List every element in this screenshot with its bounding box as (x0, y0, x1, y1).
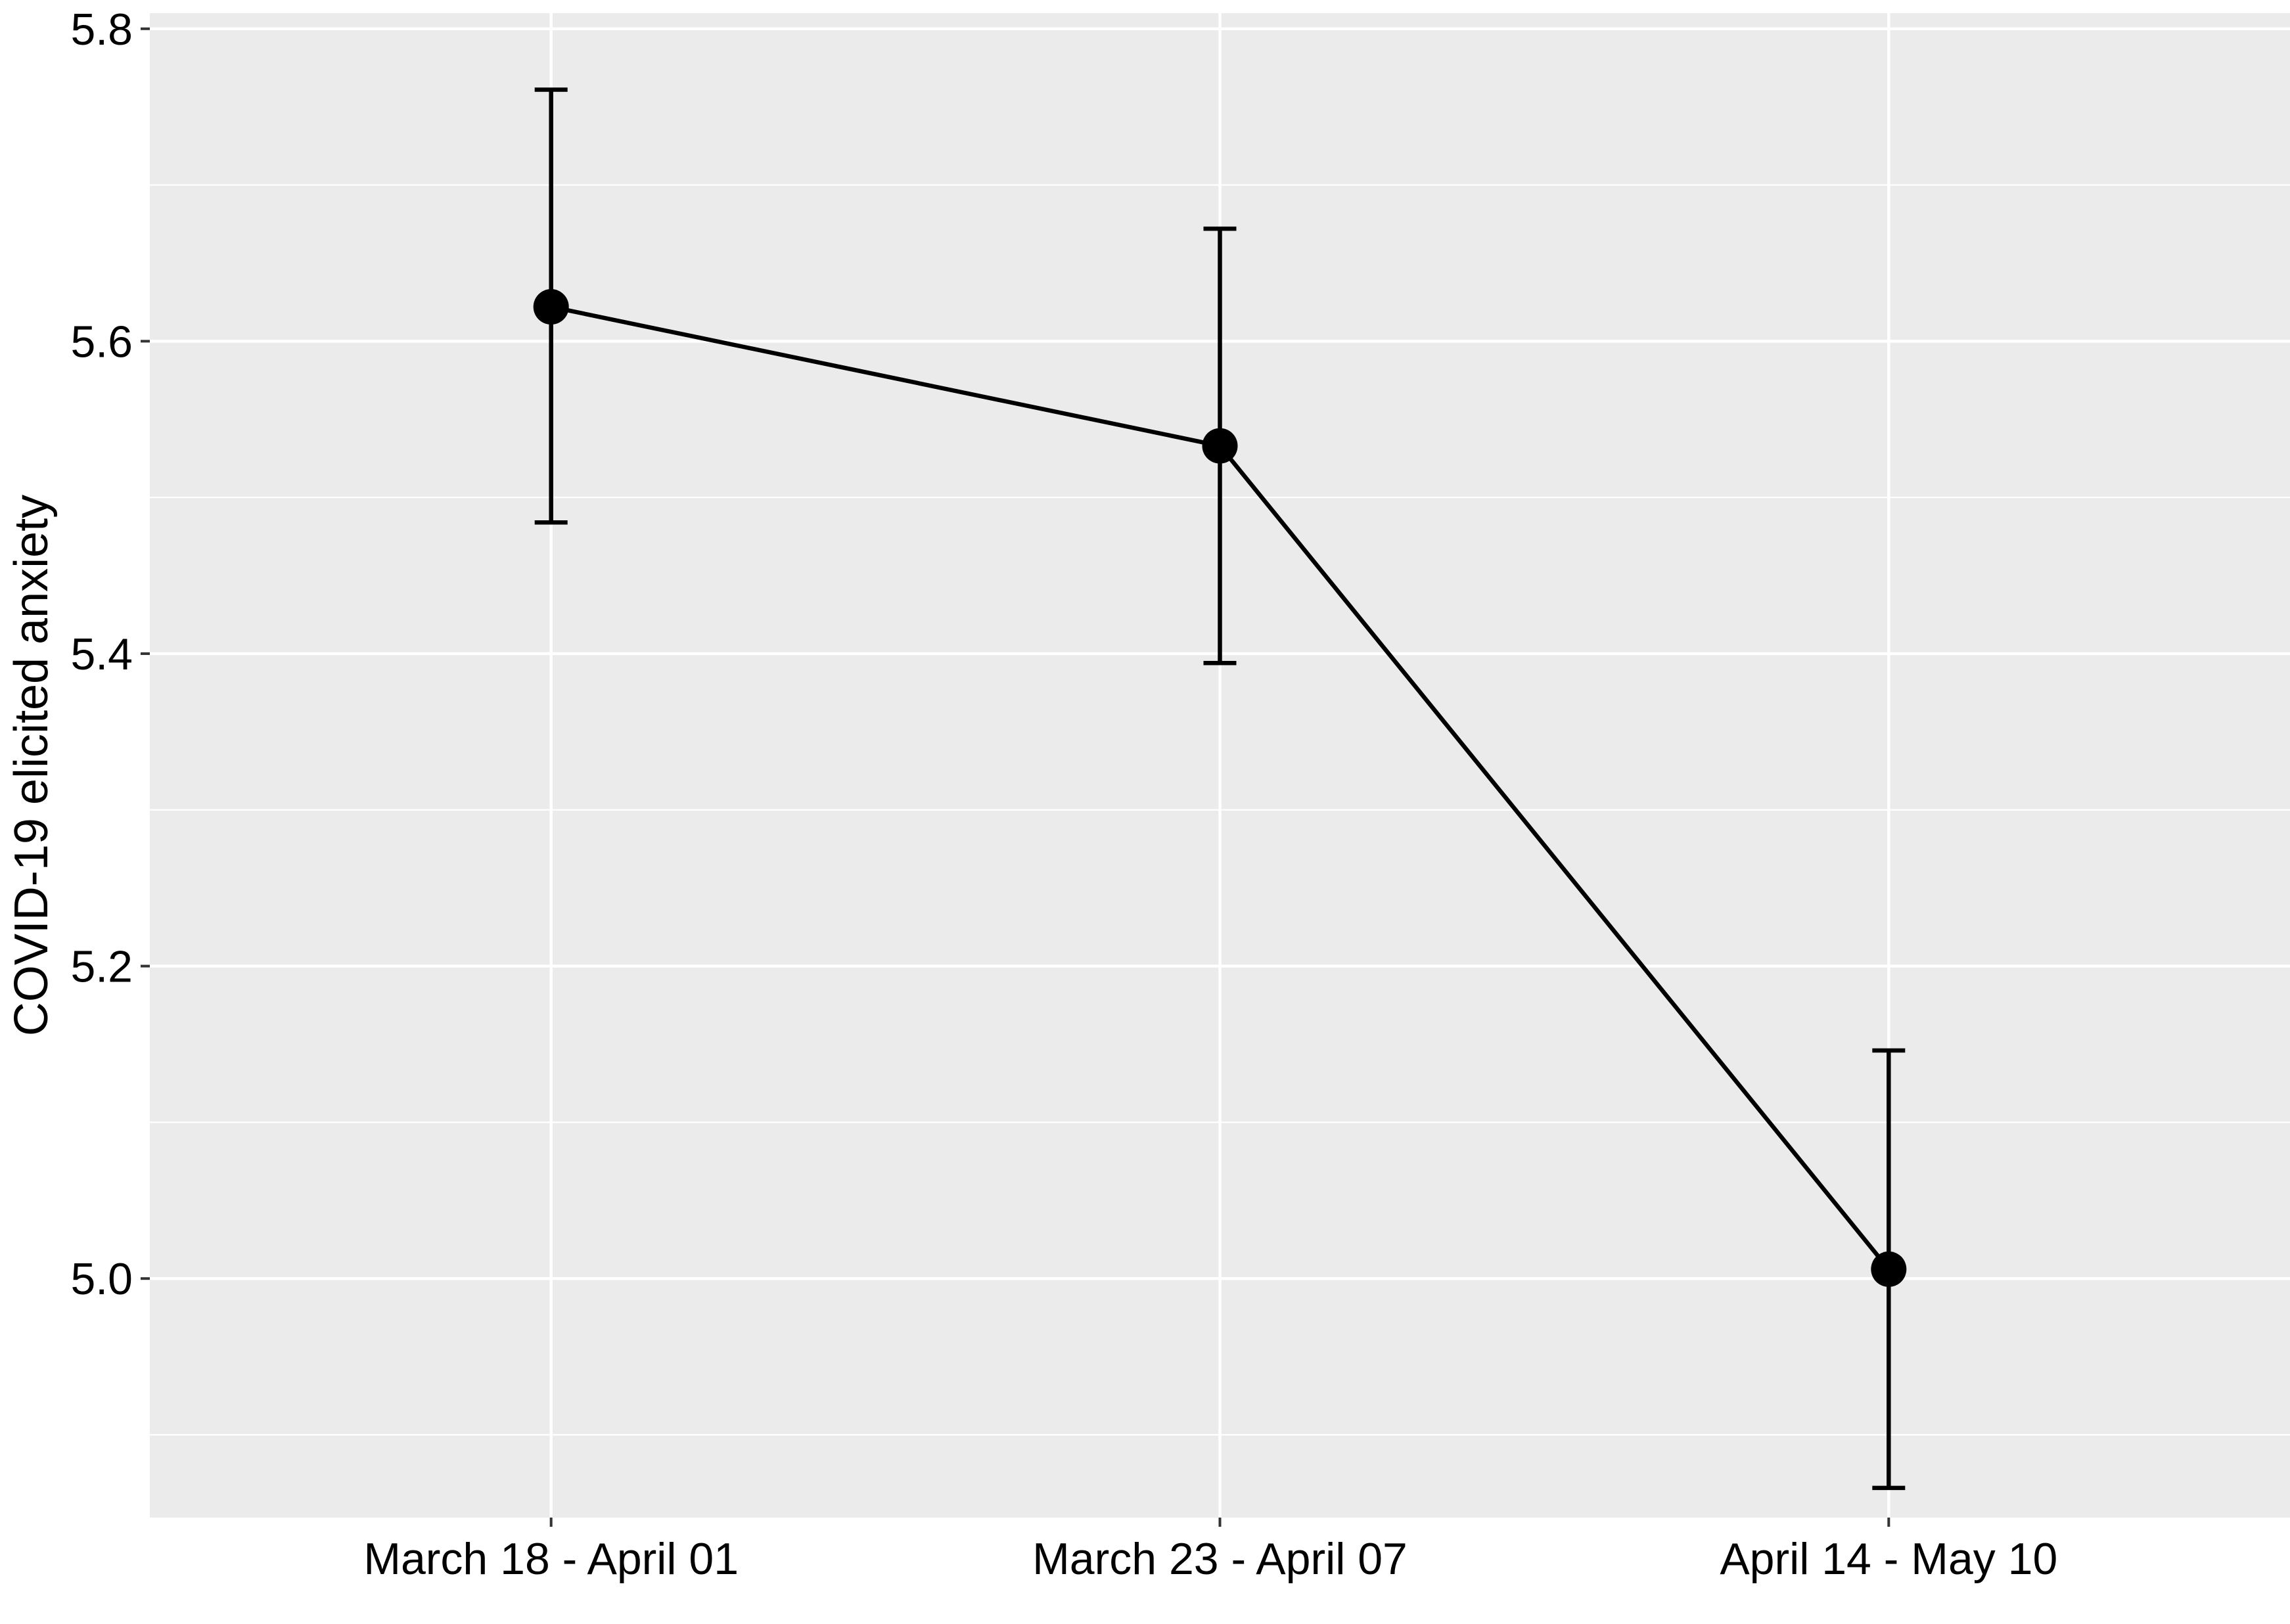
data-point (1202, 428, 1238, 464)
y-tick-labels: 5.0 5.2 5.4 5.6 5.8 (70, 5, 133, 1304)
y-tick-label: 5.6 (70, 317, 133, 367)
data-point (533, 289, 569, 325)
x-tick-label: April 14 - May 10 (1720, 1534, 2057, 1584)
y-axis-title: COVID-19 elicited anxiety (5, 495, 58, 1036)
series (533, 87, 1907, 1491)
data-point (1871, 1251, 1907, 1287)
y-tick-label: 5.4 (70, 629, 133, 679)
axis-ticks (141, 27, 1890, 1527)
y-tick-label: 5.2 (70, 942, 133, 992)
x-tick-label: March 23 - April 07 (1032, 1534, 1408, 1584)
y-tick-label: 5.8 (70, 5, 133, 55)
x-tick-labels: March 18 - April 01 March 23 - April 07 Ap… (363, 1534, 2057, 1584)
y-tick-label: 5.0 (70, 1254, 133, 1304)
x-tick-label: March 18 - April 01 (363, 1534, 739, 1584)
